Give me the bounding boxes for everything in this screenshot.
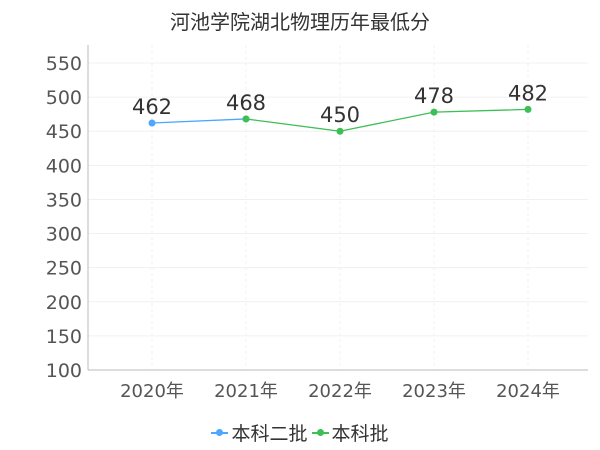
series-point-2 (524, 105, 532, 113)
series-point-1 (148, 119, 156, 127)
series-line-2 (245, 108, 529, 132)
y-tick-label: 250 (46, 258, 82, 280)
legend-label: 本科二批 (231, 423, 308, 445)
x-tick-label: 2020年 (120, 381, 184, 402)
legend-swatch-dot (316, 428, 324, 436)
y-tick-label: 350 (46, 189, 82, 211)
y-tick-label: 550 (46, 53, 82, 75)
y-tick-label: 400 (46, 155, 82, 177)
series-point-2 (336, 127, 344, 135)
grid-layer (88, 45, 588, 371)
series-point-2 (430, 108, 438, 116)
legend-item-1[interactable]: 本科二批 (211, 419, 308, 446)
chart-title: 河池学院湖北物理历年最低分 (170, 10, 430, 34)
x-tick-label: 2022年 (308, 381, 372, 402)
data-label: 482 (508, 81, 548, 105)
data-label: 478 (414, 84, 454, 108)
legend-item-2[interactable]: 本科批 (311, 419, 389, 446)
legend-swatch-dot (216, 428, 224, 436)
axis-layer: 100 150 200 250 300 350 400 450 500 550 2020年 2021年… (46, 45, 588, 402)
data-label: 462 (132, 95, 172, 119)
series-line-1 (151, 118, 247, 124)
y-tick-label: 100 (46, 360, 82, 382)
x-tick-label: 2024年 (496, 381, 560, 402)
y-tick-label: 150 (46, 326, 82, 348)
legend-label: 本科批 (331, 423, 389, 445)
legend-swatch (211, 427, 229, 439)
x-tick-label: 2021年 (214, 381, 278, 402)
legend: 本科二批 本科批 (0, 419, 600, 446)
legend-swatch (311, 427, 329, 439)
data-label: 468 (226, 91, 266, 115)
y-tick-label: 200 (46, 292, 82, 314)
series-point-2 (242, 115, 250, 123)
x-tick-label: 2023年 (402, 381, 466, 402)
data-label-layer: 462 468 450 478 482 (132, 81, 548, 127)
y-tick-label: 300 (46, 224, 82, 246)
y-tick-label: 500 (46, 87, 82, 109)
data-label: 450 (320, 103, 360, 127)
y-tick-label: 450 (46, 121, 82, 143)
series-layer (148, 105, 532, 135)
